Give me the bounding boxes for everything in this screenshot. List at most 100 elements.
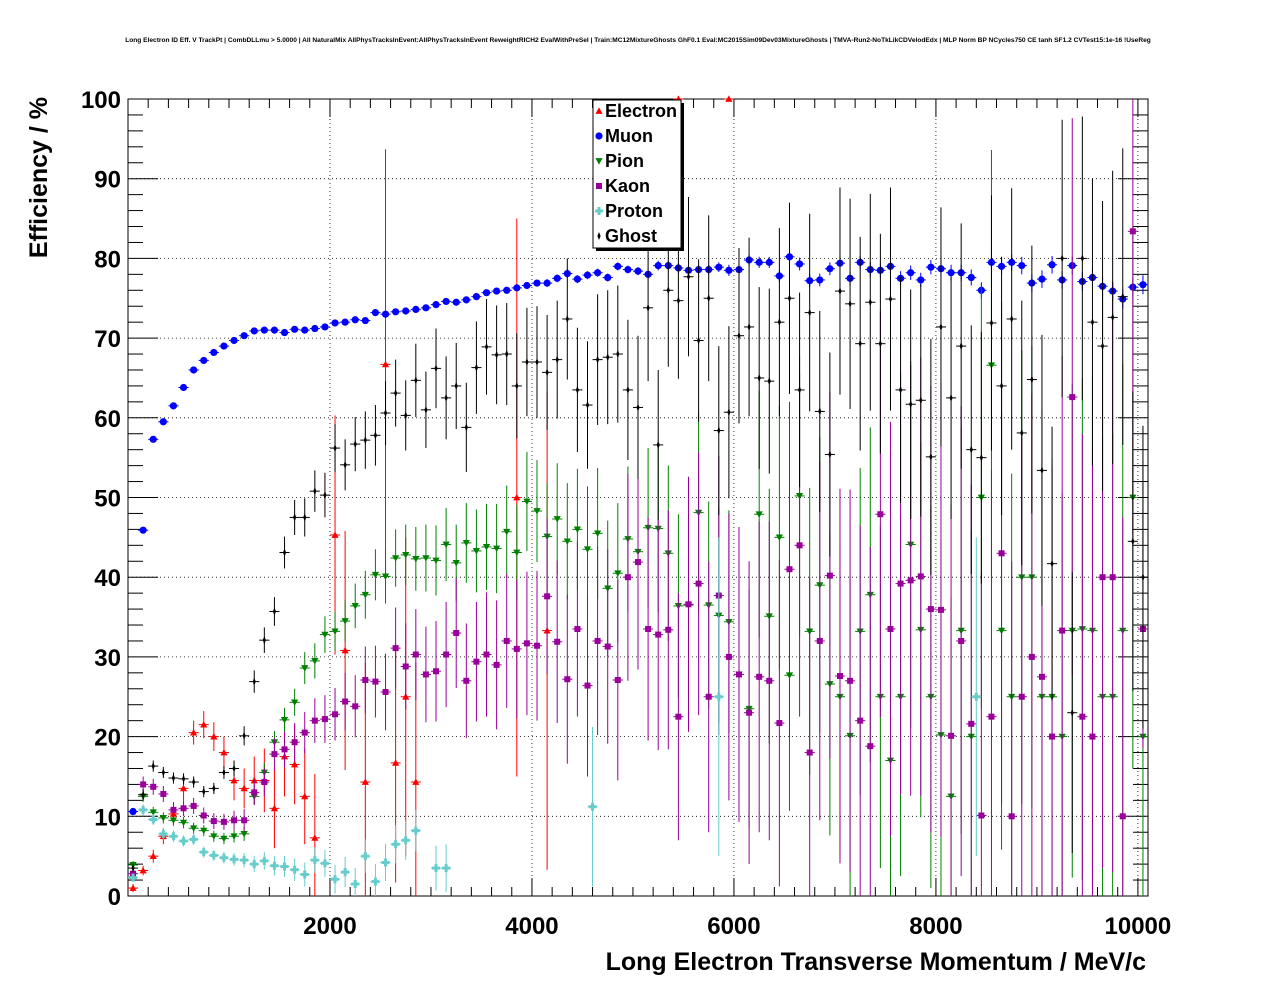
muon-point: [523, 281, 531, 290]
kaon-point: [877, 511, 884, 518]
kaon-point: [1059, 627, 1066, 634]
muon-point: [452, 298, 460, 306]
ghost-point: [555, 355, 559, 364]
ghost-point: [525, 358, 529, 367]
ghost-point: [303, 513, 307, 522]
proton-point: [290, 865, 299, 874]
ghost-point: [858, 339, 862, 348]
proton-point: [310, 856, 319, 865]
kaon-point: [1079, 713, 1086, 720]
kaon-point: [392, 645, 399, 652]
kaon-point: [1018, 693, 1025, 700]
muon-point: [190, 366, 198, 374]
kaon-point: [887, 626, 894, 633]
kaon-point: [1028, 653, 1035, 660]
electron-point: [361, 778, 369, 785]
proton-point: [714, 692, 723, 701]
proton-point: [331, 875, 340, 884]
ghost-point: [1090, 318, 1095, 327]
electron-point: [220, 748, 228, 756]
pion-point: [594, 530, 602, 537]
pion-point: [462, 540, 470, 547]
pion-point: [583, 546, 592, 553]
kaon-point: [513, 645, 520, 652]
kaon-point: [402, 663, 409, 670]
electron-point: [392, 759, 400, 766]
kaon-point: [624, 574, 631, 581]
ghost-point: [515, 381, 519, 390]
pion-point: [190, 825, 198, 832]
ghost-point: [929, 452, 933, 461]
ghost-point: [151, 762, 155, 771]
ghost-point: [495, 350, 499, 359]
ghost-point: [192, 778, 196, 787]
muon-point: [583, 271, 592, 279]
legend-marker-kaon: [596, 183, 602, 189]
kaon-point: [271, 751, 278, 758]
x-axis-label: Long Electron Transverse Momentum / MeV/…: [606, 948, 1147, 976]
y-tick-label: 80: [94, 246, 121, 273]
kaon-point: [735, 671, 742, 678]
ghost-point: [1121, 292, 1125, 301]
ghost-point: [454, 381, 458, 390]
ghost-point: [222, 768, 226, 777]
proton-point: [401, 836, 410, 845]
kaon-point: [332, 711, 339, 718]
muon-point: [1018, 261, 1026, 270]
kaon-point: [907, 577, 914, 584]
muon-point: [594, 269, 602, 277]
pion-point: [169, 817, 178, 824]
proton-point: [270, 861, 279, 870]
proton-point: [250, 860, 259, 869]
ghost-point: [1131, 537, 1135, 546]
pion-point: [493, 545, 501, 553]
kaon-point: [826, 572, 833, 579]
kaon-point: [796, 542, 803, 549]
ghost-point: [636, 403, 640, 412]
ghost-point: [717, 426, 721, 435]
kaon-point: [988, 713, 995, 720]
proton-point: [260, 856, 269, 865]
electron-point: [513, 493, 521, 501]
ghost-point: [818, 407, 822, 416]
pion-point: [331, 628, 339, 635]
ghost-point: [1030, 375, 1034, 384]
pion-point: [513, 549, 521, 557]
proton-point: [139, 805, 148, 814]
electron-point: [270, 804, 279, 812]
ghost-point: [242, 731, 246, 740]
x-tick-label: 4000: [505, 913, 558, 940]
ghost-point: [919, 396, 923, 405]
muon-point: [149, 435, 157, 443]
legend-marker-ghost: [597, 232, 601, 240]
proton-point: [442, 864, 451, 873]
ghost-point: [353, 440, 357, 449]
ghost-point: [373, 431, 378, 440]
proton-point: [240, 856, 249, 865]
proton-point: [432, 864, 441, 873]
muon-point: [573, 275, 582, 283]
pion-point: [159, 815, 167, 822]
y-tick-label: 40: [94, 565, 121, 592]
muon-point: [634, 267, 642, 275]
kaon-point: [584, 682, 591, 689]
kaon-point: [685, 601, 692, 608]
ghost-point: [394, 389, 398, 398]
muon-point: [715, 263, 723, 271]
muon-point: [533, 279, 541, 287]
muon-point: [392, 308, 400, 316]
pion-point: [472, 548, 481, 555]
muon-point: [1048, 261, 1056, 269]
proton-point: [972, 692, 981, 701]
kaon-point: [493, 661, 500, 668]
kaon-point: [705, 693, 712, 700]
ghost-point: [666, 286, 670, 295]
muon-point: [493, 287, 501, 295]
proton-point: [361, 852, 370, 861]
muon-point: [795, 260, 804, 268]
proton-point: [300, 870, 309, 879]
ghost-point: [252, 677, 256, 686]
ghost-point: [838, 287, 842, 296]
ghost-point: [282, 548, 287, 557]
ghost-point: [757, 373, 761, 382]
